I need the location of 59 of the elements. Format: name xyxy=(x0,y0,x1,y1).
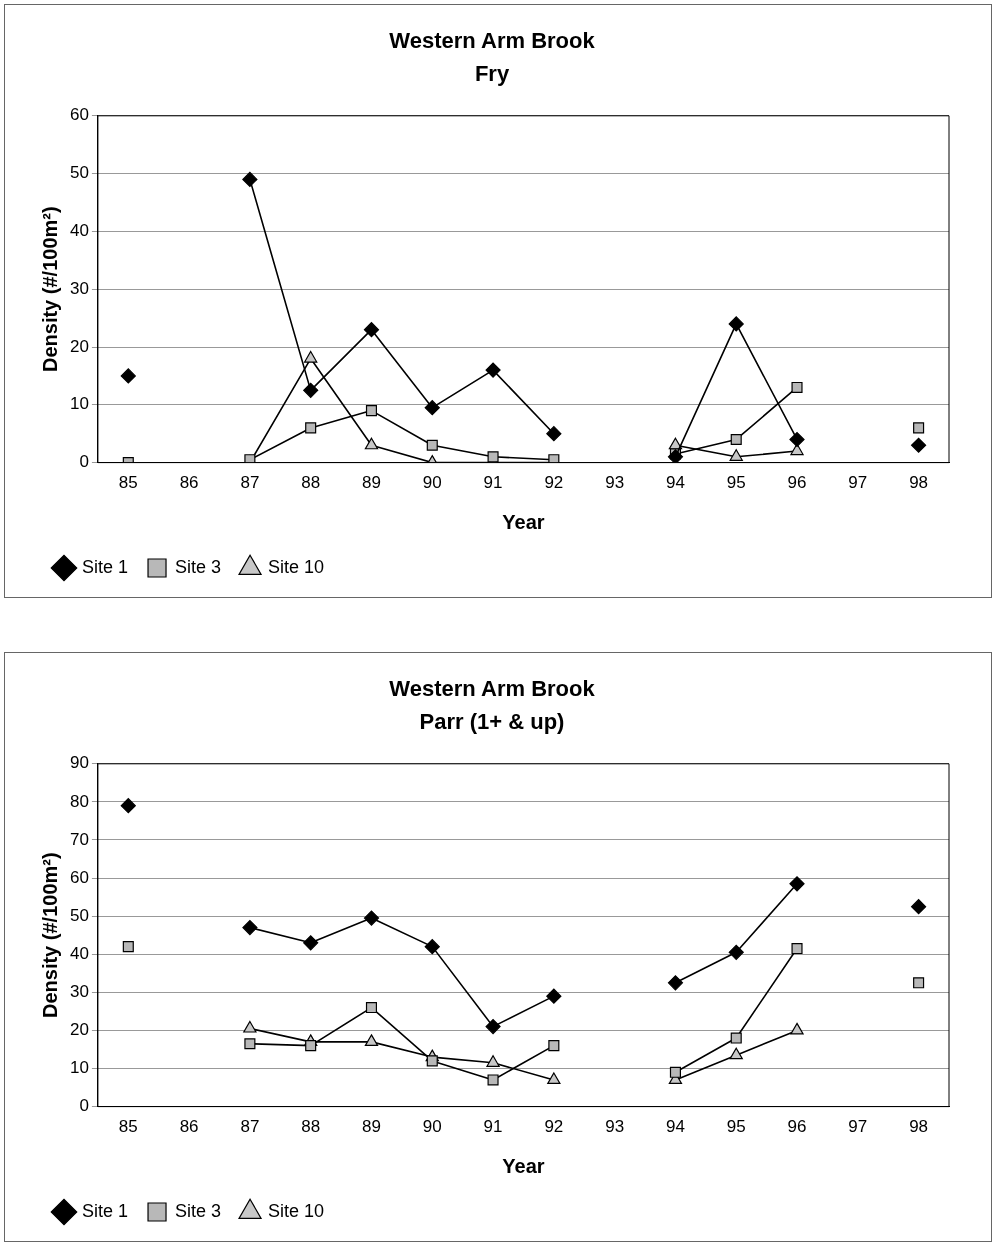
x-axis-title: Year xyxy=(502,1154,545,1177)
y-tick-label: 20 xyxy=(69,1020,89,1040)
legend-label: Site 3 xyxy=(175,1200,222,1221)
x-tick-label: 96 xyxy=(787,1117,807,1137)
y-tick-label: 10 xyxy=(69,1058,89,1078)
y-tick-label: 10 xyxy=(69,394,89,414)
legend-label: Site 10 xyxy=(268,556,325,577)
x-tick-label: 92 xyxy=(544,1117,564,1137)
x-tick-label: 85 xyxy=(118,473,138,493)
y-tick-label: 60 xyxy=(69,867,89,887)
x-tick-label: 96 xyxy=(787,473,807,493)
x-tick-label: 98 xyxy=(909,1117,929,1137)
legend-label: Site 3 xyxy=(175,556,222,577)
x-tick-label: 97 xyxy=(848,473,868,493)
y-tick-label: 0 xyxy=(79,1096,89,1116)
x-tick-label: 89 xyxy=(362,1117,381,1137)
x-tick-label: 87 xyxy=(240,1117,260,1137)
x-tick-label: 87 xyxy=(240,473,260,493)
x-tick-label: 91 xyxy=(483,1117,503,1137)
legend-label: Site 10 xyxy=(268,1200,325,1221)
legend-label: Site 1 xyxy=(82,1200,129,1221)
x-tick-label: 91 xyxy=(483,473,503,493)
x-tick-label: 88 xyxy=(301,473,321,493)
x-tick-label: 92 xyxy=(544,473,564,493)
y-tick-label: 30 xyxy=(69,982,89,1002)
x-tick-label: 93 xyxy=(605,1117,625,1137)
x-tick-label: 89 xyxy=(362,473,381,493)
x-tick-label: 86 xyxy=(179,473,199,493)
x-tick-label: 90 xyxy=(422,473,442,493)
chart-title: Western Arm Brook xyxy=(389,28,596,54)
y-tick-label: 70 xyxy=(69,829,89,849)
y-tick-label: 20 xyxy=(69,336,89,356)
x-tick-label: 85 xyxy=(118,1117,138,1137)
x-tick-label: 88 xyxy=(301,1117,321,1137)
y-axis-title: Density (#/100m²) xyxy=(38,852,61,1019)
x-tick-label: 94 xyxy=(665,1117,685,1137)
x-tick-label: 97 xyxy=(848,1117,868,1137)
y-tick-label: 90 xyxy=(69,753,89,773)
y-tick-label: 80 xyxy=(69,791,89,811)
chart-subtitle: Parr (1+ & up) xyxy=(419,708,565,734)
y-tick-label: 30 xyxy=(69,278,89,298)
x-tick-label: 94 xyxy=(665,473,685,493)
y-tick-label: 40 xyxy=(69,943,89,963)
y-tick-label: 50 xyxy=(69,163,89,183)
x-tick-label: 95 xyxy=(726,1117,746,1137)
x-tick-label: 93 xyxy=(605,473,625,493)
x-tick-label: 98 xyxy=(909,473,929,493)
y-tick-label: 40 xyxy=(69,221,89,241)
x-tick-label: 86 xyxy=(179,1117,199,1137)
y-axis-title: Density (#/100m²) xyxy=(38,206,61,373)
chart-subtitle: Fry xyxy=(474,60,510,86)
x-tick-label: 90 xyxy=(422,1117,442,1137)
x-tick-label: 95 xyxy=(726,473,746,493)
legend-label: Site 1 xyxy=(82,556,129,577)
chart-title: Western Arm Brook xyxy=(389,676,596,702)
y-tick-label: 60 xyxy=(69,105,89,125)
y-tick-label: 50 xyxy=(69,905,89,925)
y-tick-label: 0 xyxy=(79,452,89,472)
x-axis-title: Year xyxy=(502,510,545,533)
